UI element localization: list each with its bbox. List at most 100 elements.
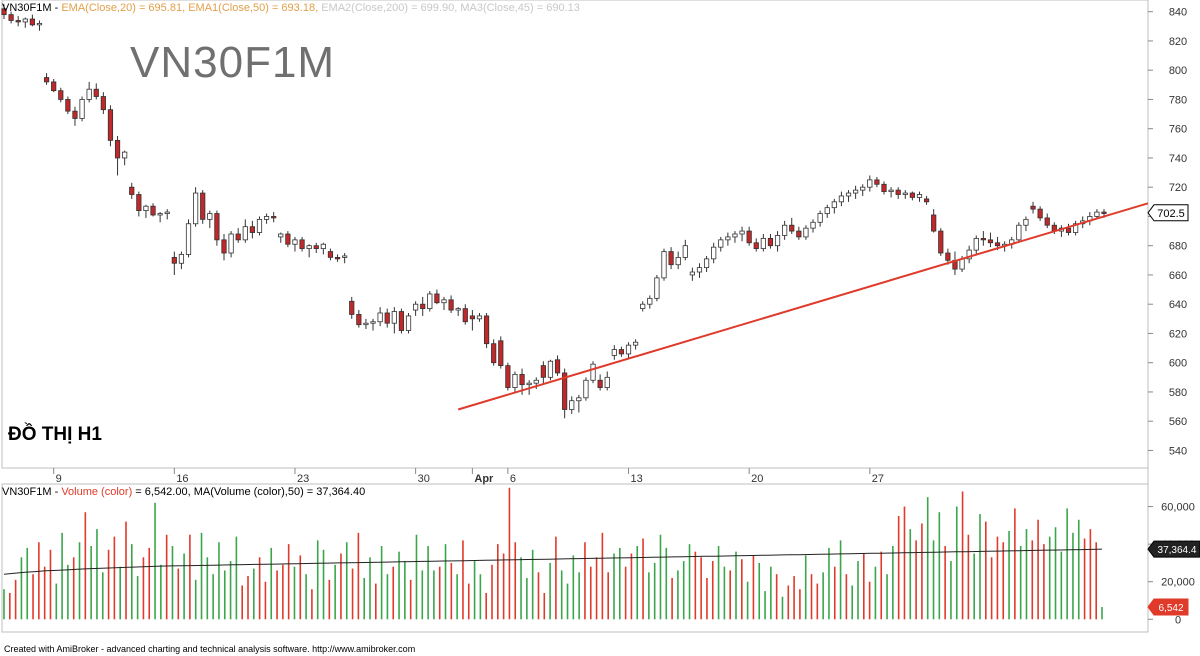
candle-body: [753, 242, 759, 250]
candle-body: [604, 376, 610, 388]
candle-body: [633, 341, 639, 346]
candle-body: [342, 255, 348, 258]
candle-body: [774, 235, 781, 247]
candle-body: [625, 344, 632, 355]
price-tick-label: 760: [1169, 124, 1187, 136]
candle-body: [15, 20, 21, 23]
candle-body: [860, 186, 866, 191]
candle-body: [540, 365, 546, 378]
candle-body: [845, 192, 852, 197]
date-tick-label: 6: [510, 473, 516, 485]
candle-body: [441, 299, 447, 304]
candle-body: [278, 233, 284, 238]
candle-body: [853, 189, 859, 194]
candle-body: [569, 400, 575, 410]
candle-body: [725, 236, 731, 241]
date-tick-label: 16: [176, 473, 188, 485]
candle-body: [483, 315, 490, 345]
candle-body: [29, 18, 35, 26]
candle-body: [590, 363, 596, 381]
candle-body: [292, 239, 298, 245]
candle-body: [1037, 208, 1043, 219]
candle-body: [980, 237, 986, 241]
candle-body: [263, 216, 270, 220]
candle-body: [171, 256, 177, 264]
last-price-label: 702.5: [1157, 208, 1185, 220]
candle-body: [320, 243, 326, 250]
candle-body: [327, 251, 334, 258]
price-tick-label: 600: [1169, 358, 1187, 370]
candle-body: [696, 267, 703, 273]
candle-body: [129, 186, 135, 195]
candle-body: [519, 373, 525, 386]
legend-ma45: MA3(Close,45) = 690.13: [460, 2, 580, 14]
candle-body: [654, 277, 660, 299]
candle-body: [405, 315, 412, 331]
candle-body: [838, 195, 845, 203]
candle-body: [746, 230, 752, 244]
price-tick-label: 780: [1169, 94, 1187, 106]
candle-body: [916, 194, 923, 198]
price-tick-label: 580: [1169, 387, 1187, 399]
date-tick-label: Apr: [474, 473, 494, 485]
candle-body: [377, 312, 383, 323]
candle-body: [58, 90, 64, 100]
candle-body: [959, 258, 965, 270]
candle-body: [682, 245, 688, 258]
candle-body: [1094, 211, 1100, 217]
candle-body: [413, 303, 419, 311]
candle-body: [661, 251, 667, 279]
candle-body: [249, 226, 255, 233]
candle-body: [782, 224, 788, 236]
candle-body: [363, 322, 369, 326]
candle-body: [334, 256, 341, 260]
candle-body: [1101, 211, 1107, 214]
candle-body: [1, 8, 7, 16]
candle-body: [562, 372, 568, 410]
candle-body: [214, 213, 220, 241]
candle-body: [923, 198, 930, 203]
candle-body: [711, 246, 717, 260]
legend-ema20: EMA(Close,20) = 695.81,: [61, 2, 186, 14]
candle-body: [150, 205, 156, 216]
candle-body: [469, 315, 475, 320]
legend-ema200: EMA2(Close,200) = 699.90,: [321, 2, 458, 14]
candle-body: [767, 237, 774, 247]
candle-body: [938, 230, 944, 254]
candle-body: [703, 258, 710, 269]
price-tick-label: 740: [1169, 153, 1187, 165]
volume-legend: VN30F1M - Volume (color) = 6,542.00, MA(…: [2, 486, 366, 498]
candle-body: [185, 223, 192, 255]
candle-body: [498, 340, 504, 367]
candle-body: [86, 88, 92, 100]
candle-body: [391, 311, 397, 324]
candle-body: [285, 233, 291, 245]
candle-body: [739, 230, 745, 235]
candle-body: [434, 293, 440, 304]
candle-body: [732, 233, 738, 238]
candle-body: [668, 251, 674, 266]
candle-body: [100, 96, 106, 111]
candle-body: [597, 379, 603, 388]
candle-body: [1016, 224, 1022, 241]
candle-body: [43, 77, 50, 83]
candle-body: [895, 189, 901, 195]
candle-body: [505, 365, 511, 388]
candle-body: [526, 382, 532, 386]
volume-tick-label: 20,000: [1161, 577, 1195, 589]
candle-body: [994, 242, 1001, 247]
volume-legend-values: = 6,542.00, MA(Volume (color),50) = 37,3…: [135, 486, 366, 498]
candle-body: [576, 397, 582, 402]
price-tick-label: 680: [1169, 241, 1187, 253]
price-tick-label: 720: [1169, 182, 1187, 194]
candle-body: [647, 297, 653, 305]
last-volume-label: 6,542: [1158, 603, 1183, 614]
candle-body: [271, 216, 277, 219]
candle-body: [1065, 227, 1072, 233]
candle-body: [384, 312, 390, 324]
support-trendline: [457, 202, 1149, 411]
candle-body: [675, 256, 681, 266]
date-tick-label: 30: [418, 473, 430, 485]
candle-body: [356, 314, 362, 326]
